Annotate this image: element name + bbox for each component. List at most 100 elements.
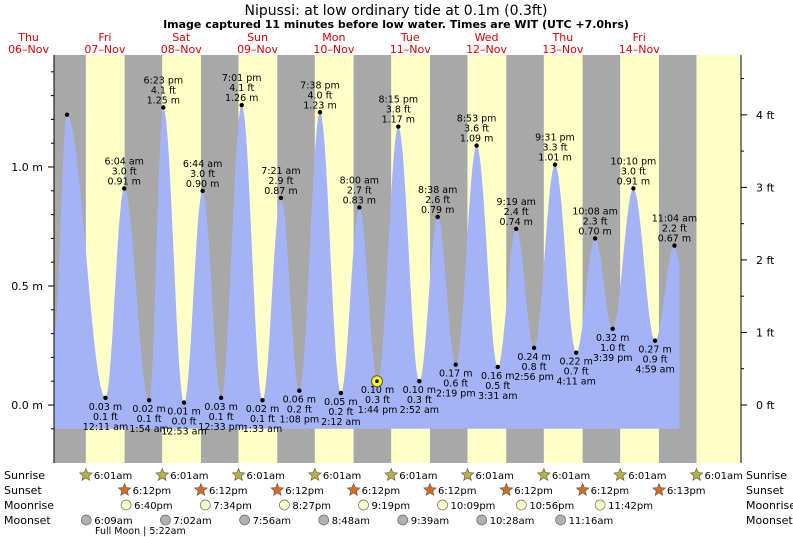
- tide-point: [672, 243, 677, 248]
- right-axis-label: 1 ft: [756, 326, 775, 339]
- tide-label: 0.10 m: [403, 385, 436, 396]
- tide-label: 2.6 ft: [425, 195, 450, 206]
- tide-label: 6:44 am: [183, 159, 222, 170]
- tide-label: 7:21 am: [261, 166, 300, 177]
- moonrise-icon: [120, 499, 132, 511]
- tide-label: 0.70 m: [578, 226, 611, 237]
- sunset-time: 6:12pm: [591, 486, 630, 497]
- tide-label: 3:31 am: [478, 391, 517, 402]
- tide-label: 1.0 ft: [600, 343, 625, 354]
- day-date: 07–Nov: [84, 43, 125, 56]
- day-date: 11–Nov: [390, 43, 431, 56]
- sunset-time: 6:13pm: [667, 486, 706, 497]
- tide-label: 0.1 ft: [209, 412, 234, 423]
- day-name: Sun: [247, 31, 268, 44]
- sunset-icon: [575, 482, 590, 496]
- moonrise-time: 9:19pm: [372, 501, 411, 512]
- chart-subtitle: Image captured 11 minutes before low wat…: [163, 18, 629, 31]
- moonrise-icon: [199, 499, 211, 511]
- tide-label: 1.23 m: [303, 100, 336, 111]
- tide-point: [278, 195, 284, 201]
- sunrise-time: 6:01am: [476, 471, 514, 482]
- tide-label: 0.06 m: [283, 395, 316, 406]
- tide-point: [531, 345, 537, 351]
- tide-label: 1:33 am: [243, 424, 282, 435]
- day-date: 09–Nov: [237, 43, 278, 56]
- moon-phase-note: Full Moon | 5:22am: [95, 526, 186, 537]
- tide-point: [631, 186, 636, 191]
- sunrise-icon: [307, 467, 322, 481]
- moonrise-icon: [358, 499, 369, 511]
- tide-label: 1.26 m: [225, 93, 258, 104]
- day-name: Fri: [633, 31, 646, 44]
- tide-label: 0.02 m: [246, 404, 279, 415]
- sunset-time: 6:12pm: [209, 486, 248, 497]
- tide-point: [200, 188, 205, 193]
- tide-label: 6:04 am: [104, 156, 143, 167]
- tide-extreme-low: 0.10 m0.3 ft2:52 am: [400, 379, 439, 416]
- sunrise-icon: [460, 467, 475, 481]
- sunset-time: 6:12pm: [133, 486, 172, 497]
- tide-label: 0.91 m: [107, 176, 140, 187]
- tide-point: [474, 143, 479, 148]
- moonset-icon: [555, 514, 566, 526]
- moonset-time: 7:56am: [253, 516, 291, 527]
- tide-label: 2.9 ft: [268, 176, 293, 187]
- tide-point: [121, 186, 127, 191]
- tide-label: 0.24 m: [517, 352, 550, 363]
- tide-label: 8:15 pm: [378, 95, 418, 106]
- tide-label: 0.03 m: [204, 402, 237, 413]
- tide-label: 0.2 ft: [287, 405, 312, 416]
- tide-label: 10:10 pm: [611, 156, 657, 167]
- tide-label: 0.32 m: [596, 333, 629, 344]
- tide-label: 2.4 ft: [504, 207, 529, 218]
- tide-label: 0.6 ft: [443, 379, 468, 390]
- tide-point: [592, 236, 598, 241]
- tide-point: [161, 105, 166, 110]
- tide-point: [610, 326, 615, 332]
- tide-label: 3:39 pm: [593, 353, 633, 364]
- tide-point: [573, 350, 579, 355]
- tide-label: 0.22 m: [559, 357, 592, 368]
- moonset-time: 10:28am: [490, 516, 535, 527]
- tide-point: [453, 362, 458, 367]
- day-date: 06–Nov: [8, 43, 49, 56]
- tide-label: 9:31 pm: [535, 133, 575, 144]
- tide-label: 4:11 am: [556, 377, 595, 388]
- sunrise-time: 6:01am: [552, 471, 590, 482]
- moonrise-icon: [594, 499, 606, 511]
- tide-label: 1.25 m: [147, 96, 180, 107]
- moonrise-time: 10:09pm: [451, 501, 496, 512]
- tide-point: [181, 400, 187, 405]
- tide-label: 0.0 ft: [172, 417, 197, 428]
- tide-label: 0.27 m: [638, 345, 671, 356]
- tide-label: 0.83 m: [343, 195, 376, 206]
- moonrise-icon: [515, 499, 527, 511]
- left-axis-label: 0.0 m: [11, 399, 43, 412]
- right-axis-label: 2 ft: [756, 254, 775, 267]
- moonset-icon: [318, 514, 330, 526]
- tide-label: 0.2 ft: [328, 407, 353, 418]
- day-name: Thu: [552, 31, 574, 44]
- tide-label: 1.09 m: [460, 134, 493, 145]
- tide-label: 0.17 m: [439, 369, 472, 380]
- tide-label: 4.1 ft: [229, 83, 254, 94]
- moonset-icon: [160, 514, 171, 526]
- astro-table: Sunrise Sunrise Sunset Sunset Moonrise Moonri…: [4, 467, 793, 537]
- tide-point: [64, 112, 70, 117]
- sunset-icon: [194, 482, 208, 496]
- tide-label: 0.02 m: [132, 404, 165, 415]
- sunset-icon: [117, 482, 132, 496]
- tide-label: 6:23 pm: [144, 76, 184, 87]
- day-name: Thu: [17, 31, 39, 44]
- tide-point: [417, 379, 422, 384]
- sunrise-icon: [613, 467, 628, 481]
- tide-extreme-high: 9:19 am2.4 ft0.74 m: [496, 197, 536, 232]
- tide-extreme-low: 0.16 m0.5 ft3:31 am: [478, 364, 517, 402]
- row-label-left: Moonset: [4, 514, 51, 527]
- tide-label: 0.16 m: [481, 371, 514, 382]
- tide-label: 1:54 am: [129, 424, 168, 435]
- tide-extreme-high: 8:38 am2.6 ft0.79 m: [418, 185, 457, 220]
